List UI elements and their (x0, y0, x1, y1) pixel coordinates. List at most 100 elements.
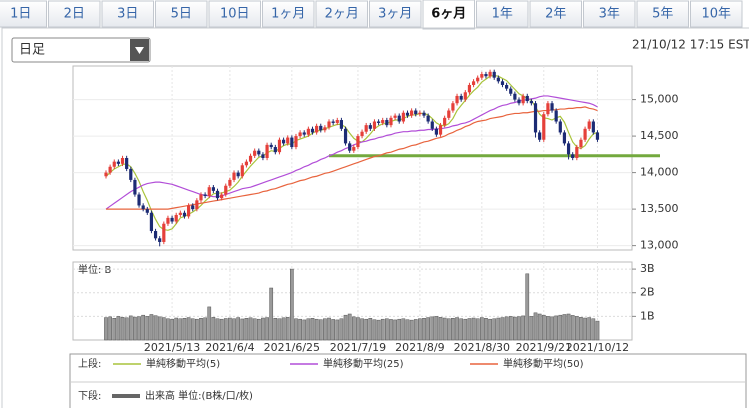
period-tab-label[interactable]: 3日 (117, 7, 138, 22)
period-tab-label[interactable]: 3ヶ月 (378, 7, 412, 22)
y-tick-label: 2B (640, 286, 655, 299)
volume-bar (306, 318, 311, 341)
period-tab-label[interactable]: 6ヶ月 (431, 7, 466, 22)
volume-bar (157, 316, 162, 341)
candle-body (104, 172, 108, 177)
chart-frame (1, 27, 749, 408)
candle-body (364, 125, 368, 132)
candle-body (290, 137, 294, 148)
x-tick-label: 2021/5/13 (144, 341, 200, 354)
period-tab-label[interactable]: 10年 (701, 7, 731, 22)
candle-body (525, 95, 529, 102)
volume-bar (463, 318, 468, 341)
moving-average-line (105, 95, 598, 210)
period-tab[interactable] (262, 0, 315, 28)
timestamp: 21/10/12 17:15 EST (632, 38, 749, 52)
period-tab[interactable] (422, 0, 475, 30)
candle-body (393, 115, 397, 118)
x-tick-label: 2021/10/12 (566, 341, 629, 354)
period-tab[interactable] (0, 0, 47, 28)
volume-bar (455, 317, 459, 341)
candle-body (430, 121, 434, 129)
volume-bar (562, 314, 567, 341)
period-tab-label[interactable]: 2日 (64, 7, 85, 22)
period-tab-label[interactable]: 5年 (652, 7, 673, 22)
legend-label: 単純移動平均(25) (323, 357, 404, 370)
period-tab[interactable] (48, 0, 101, 28)
volume-bar (438, 317, 443, 341)
volume-bar (149, 314, 154, 341)
period-tab-label[interactable]: 5日 (171, 7, 192, 22)
period-tab-label[interactable]: 3年 (599, 7, 620, 22)
period-tab-label[interactable]: 1ヶ月 (271, 7, 305, 22)
candle-body (558, 121, 562, 133)
period-tab[interactable] (369, 0, 422, 28)
period-tab[interactable] (101, 0, 154, 28)
x-tick-label: 2021/6/25 (264, 341, 320, 354)
candle-body (566, 143, 571, 155)
period-tab-label[interactable]: 1日 (10, 7, 31, 22)
candle-body (496, 77, 500, 82)
candle-body (153, 231, 158, 239)
volume-bar (418, 318, 422, 341)
volume-bar (310, 318, 315, 341)
candle-body (294, 136, 298, 148)
volume-bar (389, 319, 393, 341)
volume-bar (318, 319, 323, 341)
candle-body (327, 121, 331, 128)
dropdown-box[interactable] (11, 37, 151, 63)
period-tab-label[interactable]: 2年 (545, 7, 566, 22)
volume-bar (546, 316, 550, 341)
candle-body (484, 74, 488, 77)
period-tab-label[interactable]: 10日 (220, 7, 250, 22)
period-tab-label[interactable]: 2ヶ月 (325, 7, 359, 22)
legend-label: 単純移動平均(5) (146, 357, 220, 370)
period-tab[interactable] (155, 0, 208, 28)
period-tab[interactable] (529, 0, 582, 28)
dropdown-arrow (135, 47, 144, 54)
volume-bar (587, 317, 592, 341)
volume-bar (430, 316, 435, 341)
candle-body (583, 128, 587, 140)
candle-body (401, 112, 405, 122)
candle-body (149, 212, 154, 232)
volume-bar (360, 318, 364, 341)
candle-body (372, 121, 377, 129)
period-tab[interactable] (583, 0, 636, 28)
volume-bar (153, 315, 158, 341)
period-tab[interactable] (315, 0, 368, 28)
period-tab-label[interactable]: 1年 (492, 7, 513, 22)
volume-bar (190, 318, 195, 341)
volume-bar (269, 287, 274, 341)
candle-body (228, 179, 232, 186)
period-tab[interactable] (208, 0, 261, 28)
volume-bar (145, 316, 150, 341)
candle-body (356, 136, 360, 148)
candle-body (203, 194, 207, 196)
candle-body (108, 166, 112, 173)
candle-body (211, 187, 215, 191)
volume-bar (434, 316, 439, 341)
volume-bar (467, 318, 472, 341)
candle-body (505, 84, 509, 89)
candle-body (471, 81, 476, 85)
candle-body (302, 132, 306, 135)
candle-body (447, 110, 451, 118)
period-tab[interactable] (690, 0, 743, 28)
candle-body (220, 194, 224, 199)
candle-body (376, 121, 381, 123)
candle-body (405, 112, 410, 116)
candle-body (281, 139, 286, 144)
period-tab[interactable] (636, 0, 689, 28)
period-tab[interactable] (476, 0, 529, 28)
candle-body (286, 137, 290, 144)
interval-dropdown[interactable]: 日足 (11, 37, 151, 63)
candle-body (546, 103, 550, 115)
legend-upper-prefix: 上段: (78, 357, 101, 370)
candle-body (480, 74, 484, 78)
candle-body (166, 217, 170, 224)
volume-bar (504, 316, 509, 341)
volume-bar (376, 319, 381, 341)
volume-bar (327, 317, 331, 341)
volume-bar (290, 268, 294, 341)
